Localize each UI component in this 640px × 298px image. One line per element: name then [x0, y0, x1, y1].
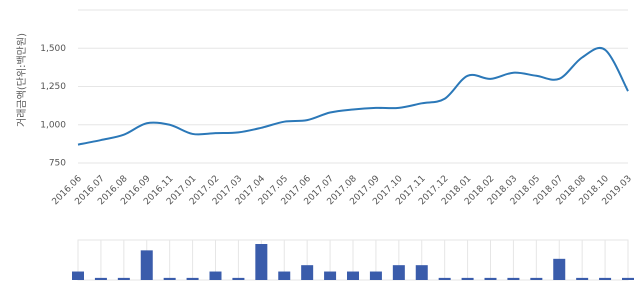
- volume-bar: [369, 271, 382, 280]
- y-axis-label: 거래금액(단위:백만원): [15, 33, 28, 127]
- volume-bar: [553, 258, 566, 280]
- volume-bar: [347, 271, 359, 280]
- volume-bar: [140, 250, 153, 280]
- volume-bar: [324, 271, 337, 280]
- y-tick-label: 1,500: [40, 44, 66, 54]
- volume-bar: [278, 271, 291, 280]
- volume-bar: [415, 265, 428, 280]
- y-tick-label: 1,000: [40, 120, 66, 130]
- volume-bar: [232, 277, 245, 280]
- volume-bar: [484, 277, 497, 280]
- volume-bar: [392, 265, 405, 280]
- volume-bar: [94, 277, 107, 280]
- y-tick-label: 1,250: [40, 82, 66, 92]
- volume-bar: [530, 277, 543, 280]
- volume-bar: [163, 277, 176, 280]
- volume-bar: [507, 277, 520, 280]
- volume-bar: [209, 271, 222, 280]
- volume-bar: [186, 277, 199, 280]
- volume-bar: [438, 277, 451, 280]
- volume-bar: [576, 277, 589, 280]
- line: [77, 46, 629, 146]
- volume-bar: [301, 265, 314, 280]
- volume-bar: [461, 277, 474, 280]
- volume-bar: [599, 277, 612, 280]
- volume-bar: [255, 244, 268, 280]
- volume-bar: [622, 277, 634, 280]
- volume-bar: [117, 277, 130, 280]
- volume-bar: [72, 271, 84, 280]
- y-tick-label: 750: [49, 159, 66, 169]
